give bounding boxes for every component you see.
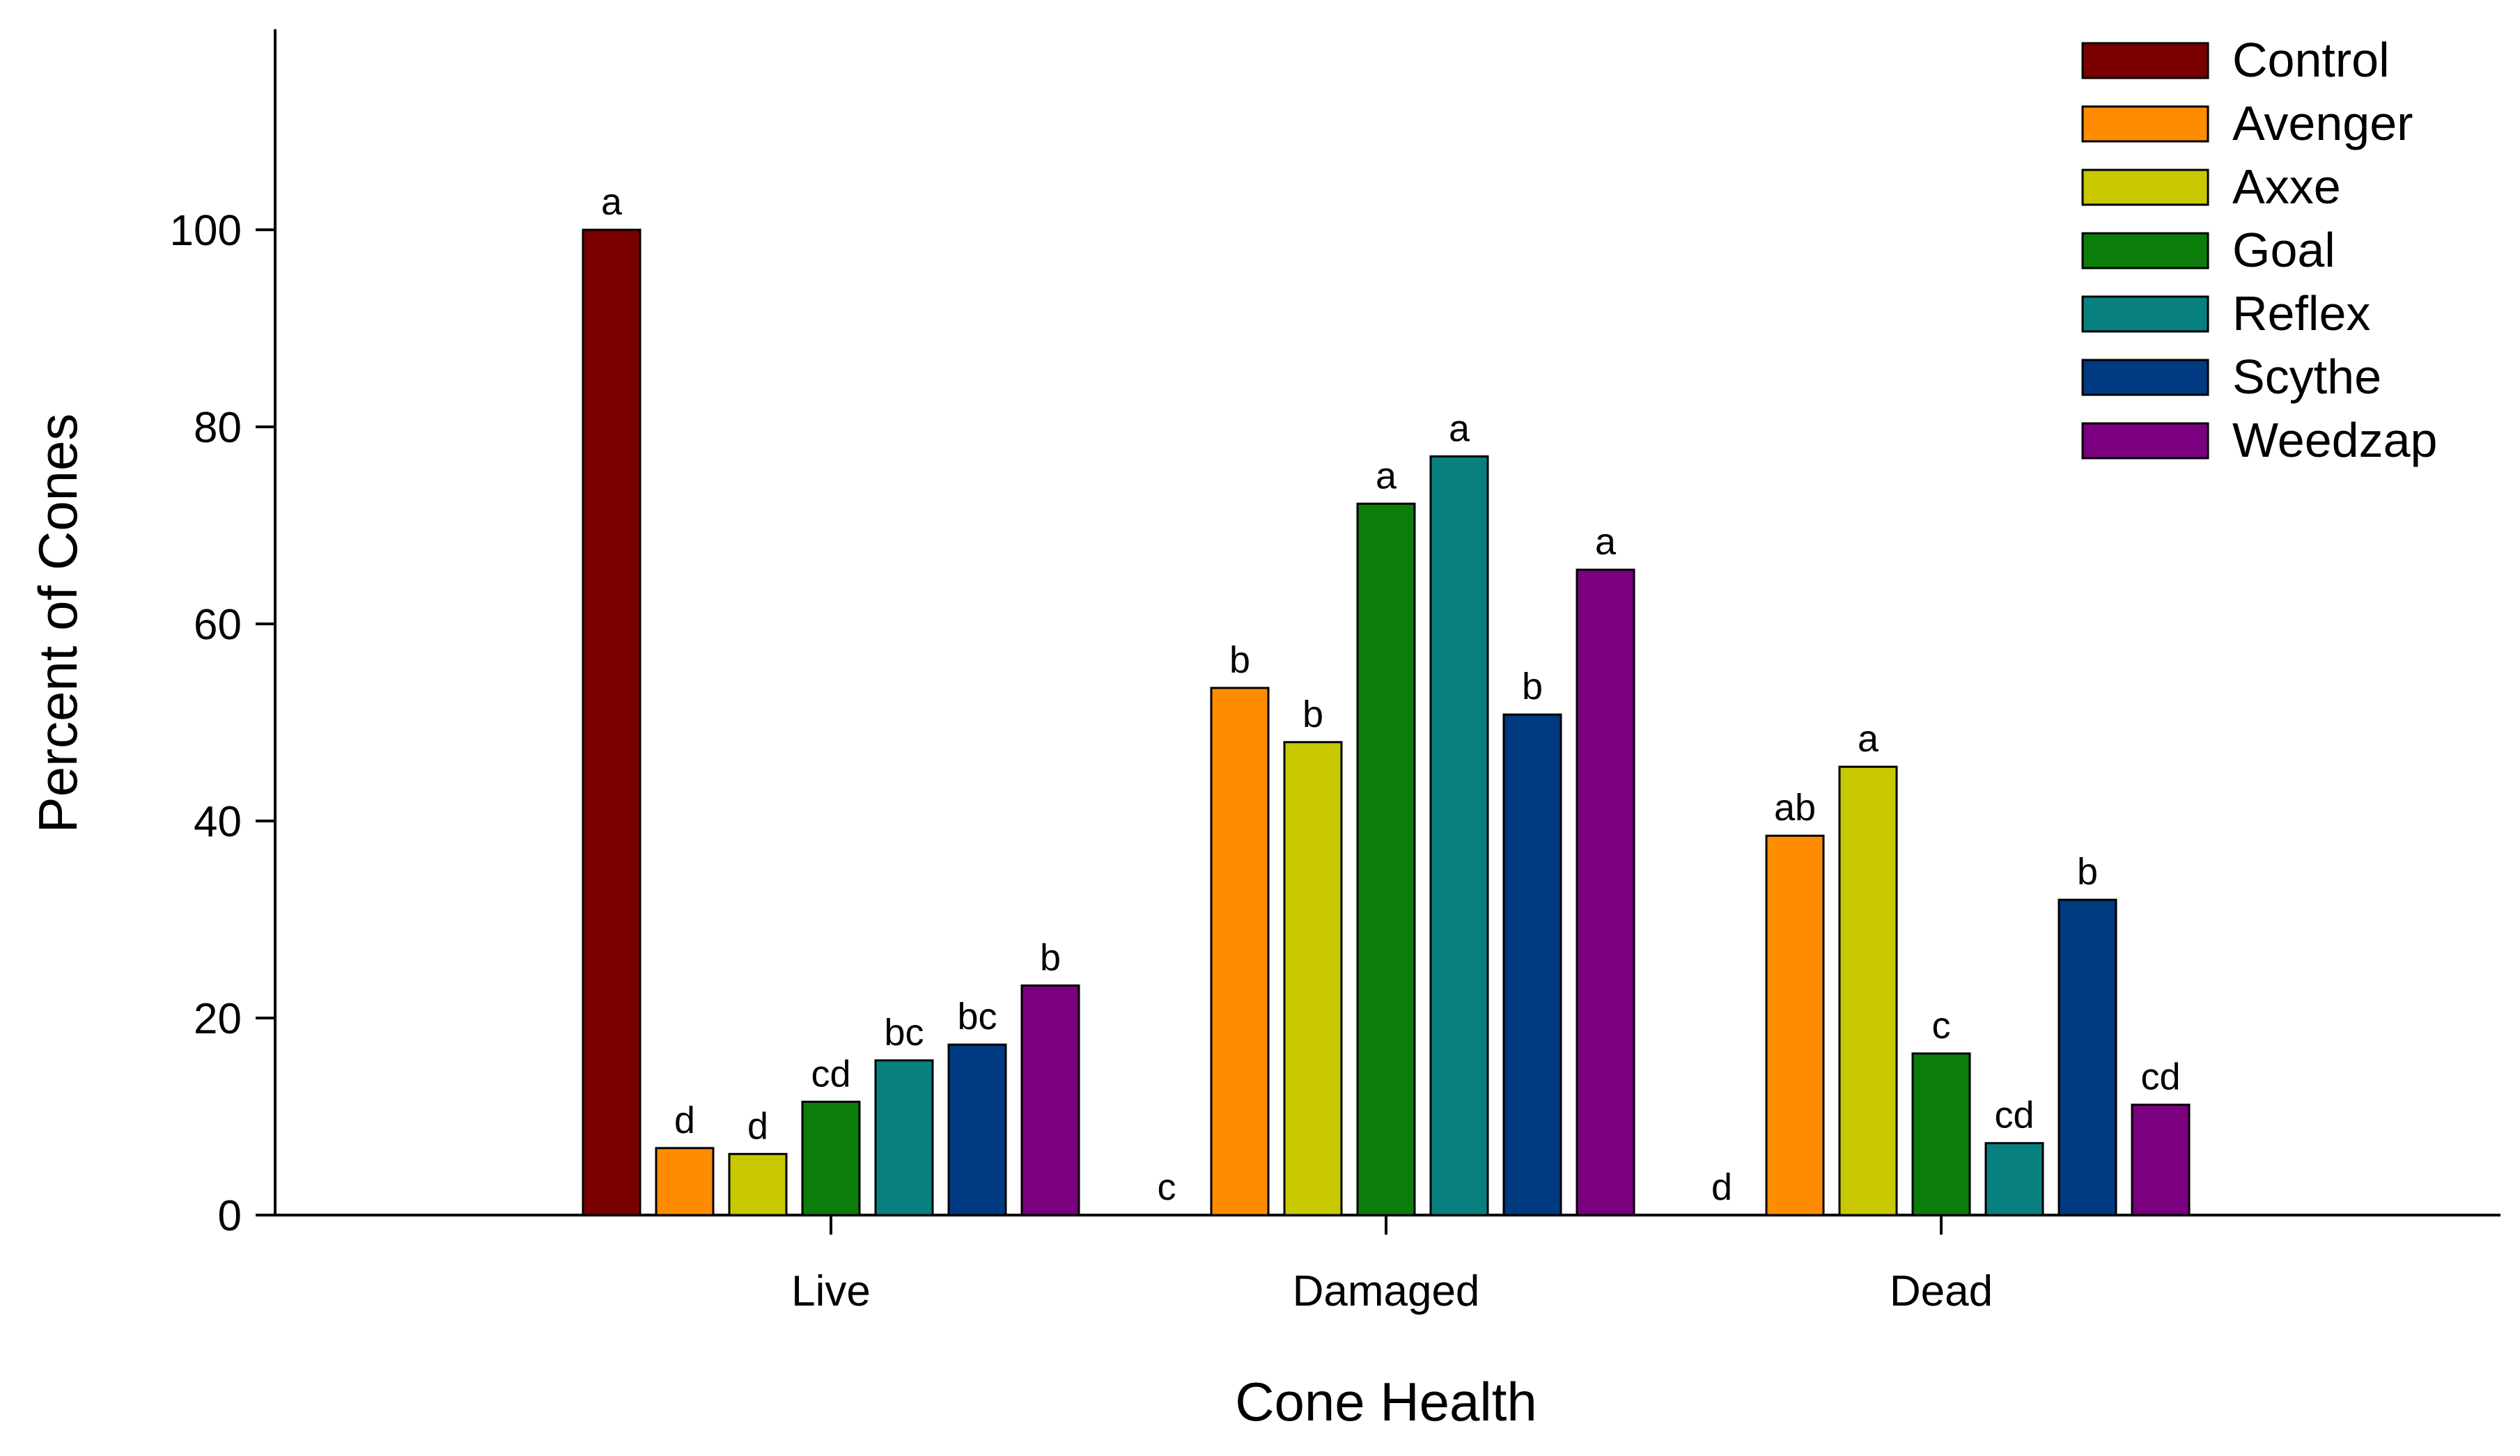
bar-label-reflex-live: bc [884,1012,924,1054]
legend-swatch-axxe [2081,169,2209,206]
bar-scythe-live [947,1043,1007,1216]
x-tick-label: Dead [1890,1267,1993,1315]
bar-label-axxe-dead: a [1858,718,1879,760]
bar-label-scythe-dead: b [2077,851,2098,893]
y-tick-label: 100 [170,207,242,255]
bar-axxe-damaged [1283,741,1343,1216]
bar-label-reflex-damaged: a [1449,407,1470,449]
y-axis-title: Percent of Cones [27,414,88,833]
bar-label-avenger-dead: ab [1774,787,1816,829]
bar-avenger-live [655,1147,715,1216]
bar-label-goal-dead: c [1932,1005,1951,1047]
legend-swatch-scythe [2081,359,2209,396]
bar-label-reflex-dead: cd [1994,1095,2034,1136]
bar-weedzap-dead [2131,1104,2191,1216]
x-tick-label: Live [791,1267,871,1315]
bar-label-avenger-damaged: b [1229,639,1250,681]
bar-label-scythe-live: bc [957,996,997,1038]
legend-swatch-reflex [2081,295,2209,333]
bar-label-axxe-damaged: b [1302,694,1323,735]
bar-scythe-damaged [1502,713,1562,1216]
bar-scythe-dead [2058,898,2117,1216]
bar-label-control-live: a [601,181,623,223]
bar-goal-dead [1911,1052,1971,1216]
x-axis-title: Cone Health [1235,1371,1537,1432]
legend-label-control: Control [2232,33,2390,87]
legend-swatch-weedzap [2081,422,2209,460]
bar-weedzap-damaged [1576,568,1635,1216]
y-tick-label: 80 [194,404,242,452]
y-tick-label: 0 [218,1192,242,1240]
y-tick-label: 60 [194,601,242,649]
legend-swatch-goal [2081,232,2209,269]
legend-label-reflex: Reflex [2232,286,2370,340]
bar-avenger-dead [1765,834,1825,1216]
legend-swatch-control [2081,42,2209,79]
bar-axxe-live [728,1152,788,1216]
bar-reflex-live [874,1059,934,1216]
bar-axxe-dead [1838,765,1898,1216]
bar-control-live [582,228,641,1216]
bar-label-control-damaged: c [1158,1166,1176,1208]
bar-label-goal-damaged: a [1376,455,1397,496]
y-tick-label: 40 [194,798,242,846]
legend-label-avenger: Avenger [2232,96,2413,150]
x-axis: Live Damaged Dead [275,1214,2500,1315]
bar-label-weedzap-damaged: a [1595,521,1617,563]
bar-goal-damaged [1356,502,1416,1216]
y-tick-label: 20 [194,995,242,1043]
legend-swatch-avenger [2081,105,2209,143]
legend: Control Avenger Axxe Goal Reflex Scythe Weedza… [2081,33,2437,467]
legend-label-weedzap: Weedzap [2232,413,2437,467]
x-tick-label: Damaged [1293,1267,1480,1315]
bar-label-axxe-live: d [747,1105,768,1147]
legend-label-goal: Goal [2232,223,2335,277]
bar-weedzap-live [1020,984,1080,1216]
y-axis: 0 20 40 60 80 100 [170,29,277,1240]
legend-label-scythe: Scythe [2232,350,2381,404]
bars [582,228,2191,1216]
bar-label-weedzap-dead: cd [2140,1056,2180,1098]
bar-label-avenger-live: d [674,1099,695,1141]
bar-reflex-dead [1984,1142,2044,1216]
bar-label-weedzap-live: b [1040,937,1061,978]
bar-label-goal-live: cd [811,1053,850,1095]
bar-reflex-damaged [1429,455,1489,1216]
bar-label-scythe-damaged: b [1522,666,1543,707]
bar-label-control-dead: d [1711,1166,1732,1208]
bar-goal-live [801,1100,861,1216]
bar-avenger-damaged [1210,687,1270,1216]
legend-label-axxe: Axxe [2232,159,2341,214]
